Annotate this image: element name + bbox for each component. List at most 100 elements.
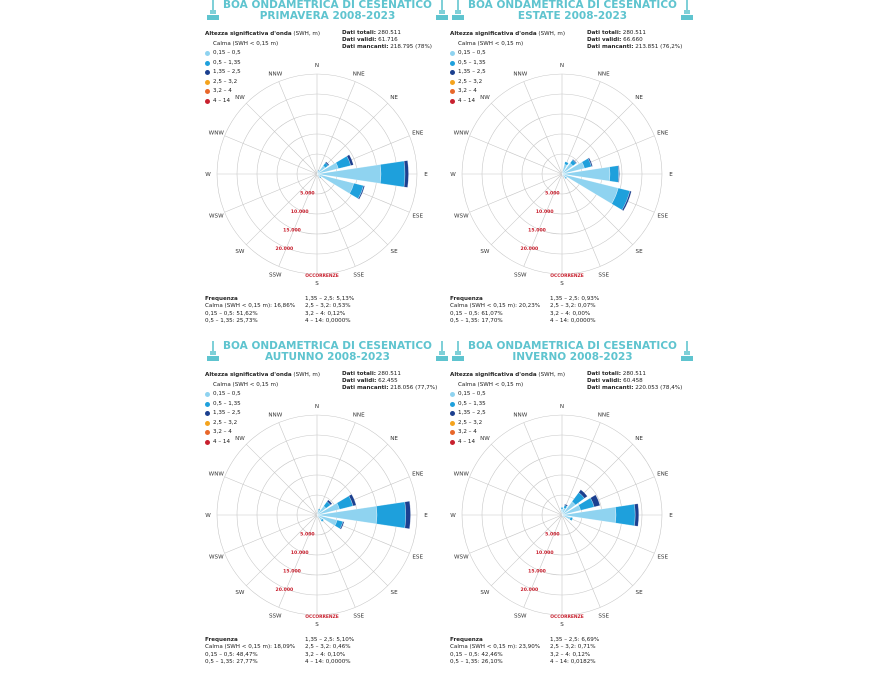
legend: Altezza significativa d'onda (SWH, m) Cal… xyxy=(450,30,565,106)
panel-spring: BOA ONDAMETRICA DI CESENATICO PRIMAVERA 2… xyxy=(205,0,450,341)
direction-label: ENE xyxy=(657,130,669,136)
legend-swatch xyxy=(450,51,455,57)
direction-label: NNE xyxy=(598,71,610,77)
legend-title-unit: (SWH, m) xyxy=(291,372,321,378)
legend-swatch xyxy=(205,60,210,66)
panel-autumn: BOA ONDAMETRICA DI CESENATICO AUTUNNO 200… xyxy=(205,341,450,682)
grid-spoke xyxy=(491,514,563,586)
frequency-title: Frequenza xyxy=(205,637,295,644)
stat-value: 60.458 xyxy=(621,378,643,384)
occurrences-label: OCCORRENZE xyxy=(550,273,584,279)
legend-item: 2,5 – 3,2 xyxy=(205,78,320,88)
rose-petal-e xyxy=(403,160,409,188)
frequency-item: 2,5 – 3,2: 0,53% xyxy=(305,303,354,310)
legend-swatch xyxy=(450,401,455,407)
legend-swatch xyxy=(205,401,210,407)
frequency-item: Calma (SWH < 0,15 m): 23,90% xyxy=(450,644,540,651)
rose-petal-e xyxy=(634,503,639,527)
direction-label: SW xyxy=(480,249,490,255)
grid-spoke xyxy=(561,422,601,516)
legend-item-label: 4 – 14 xyxy=(458,438,476,445)
rose-petal-e xyxy=(404,500,411,530)
chart-title-line: BOA ONDAMETRICA DI CESENATICO xyxy=(223,0,432,11)
frequency-title: Frequenza xyxy=(450,637,540,644)
chart-subtitle: INVERNO 2008-2023 xyxy=(512,351,633,363)
stat-value: 218.795 (78%) xyxy=(388,44,432,50)
legend-swatch xyxy=(450,60,455,66)
frequency-left: Frequenza Calma (SWH < 0,15 m): 20,23% 0,1… xyxy=(450,296,540,326)
legend-swatch xyxy=(450,392,455,398)
grid-spoke xyxy=(523,514,563,608)
direction-label: SW xyxy=(235,590,245,596)
direction-label: ENE xyxy=(412,471,424,477)
legend-calm: Calma (SWH < 0,15 m) xyxy=(205,40,320,50)
stat-validi: Dati validi: 61.716 xyxy=(342,37,432,44)
direction-label: NNW xyxy=(513,71,527,77)
wind-rose-chart: N NNE NE ENE E ESE SE SSE S SSW SW WSW W WNW NW NNW 5.00… xyxy=(450,404,673,628)
legend-item: 2,5 – 3,2 xyxy=(450,78,565,88)
ring-label: 15.000 xyxy=(283,568,301,574)
legend-swatch xyxy=(205,420,210,426)
stat-label: Dati validi: xyxy=(587,37,622,43)
legend-title: Altezza significativa d'onda (SWH, m) xyxy=(205,30,320,40)
ring-label: 10.000 xyxy=(291,550,309,556)
legend-swatch xyxy=(450,98,455,104)
frequency-value: 1,35 – 2,5: 5,10% xyxy=(305,637,355,643)
stat-label: Dati totali: xyxy=(587,30,621,36)
frequency-item: 2,5 – 3,2: 0,71% xyxy=(550,644,599,651)
legend-title-unit: (SWH, m) xyxy=(536,31,566,37)
frequency-value: 0,15 – 0,5: 51,62% xyxy=(205,310,258,317)
chart-title-line: BOA ONDAMETRICA DI CESENATICO xyxy=(468,0,677,11)
frequency-item: 1,35 – 2,5: 5,10% xyxy=(305,637,354,644)
legend-item: 0,5 – 1,35 xyxy=(450,59,565,69)
rose-petal-ne xyxy=(572,158,578,164)
grid-spoke xyxy=(246,444,318,516)
stat-totali: Dati totali: 280.511 xyxy=(342,30,432,37)
panel-winter: BOA ONDAMETRICA DI CESENATICO INVERNO 200… xyxy=(450,341,695,682)
ring-label: 20.000 xyxy=(521,246,539,252)
frequency-item: 4 – 14: 0,0000% xyxy=(550,318,599,325)
legend-swatch xyxy=(450,439,455,445)
frequency-value: 2,5 – 3,2: 0,71% xyxy=(550,644,596,651)
frequency-item: 4 – 14: 0,0000% xyxy=(305,659,354,666)
legend-item: 4 – 14 xyxy=(450,97,565,107)
buoy-tower-icon xyxy=(207,341,219,361)
grid-spoke xyxy=(491,173,563,245)
legend-item-label: 3,2 – 4 xyxy=(458,88,477,94)
legend-item: 1,35 – 2,5 xyxy=(205,409,320,419)
direction-label: NW xyxy=(480,436,490,442)
buoy-tower-icon xyxy=(436,0,448,20)
frequency-title-text: Frequenza xyxy=(450,296,483,302)
frequency-value: Calma (SWH < 0,15 m): 23,90% xyxy=(450,644,541,651)
frequency-item: 4 – 14: 0,0182% xyxy=(550,659,599,666)
grid-spoke xyxy=(224,476,318,516)
legend-item: 0,5 – 1,35 xyxy=(205,400,320,410)
stat-validi: Dati validi: 66.660 xyxy=(587,37,682,44)
buoy-tower-icon xyxy=(681,341,693,361)
stat-mancanti: Dati mancanti: 218.056 (77,7%) xyxy=(342,385,437,392)
grid-spoke xyxy=(316,81,356,175)
grid-spoke xyxy=(316,514,356,608)
legend-item: 0,5 – 1,35 xyxy=(450,400,565,410)
grid-spoke xyxy=(469,135,563,175)
legend-item-label: 4 – 14 xyxy=(213,438,231,445)
frequency-item: 0,5 – 1,35: 26,10% xyxy=(450,659,540,666)
legend-item: 3,2 – 4 xyxy=(205,87,320,97)
chart-title: BOA ONDAMETRICA DI CESENATICO PRIMAVERA 2… xyxy=(205,0,450,22)
legend-item: 4 – 14 xyxy=(450,438,565,448)
frequency-value: 0,15 – 0,5: 48,47% xyxy=(205,651,258,658)
stat-value: 280.511 xyxy=(621,371,646,377)
stat-value: 280.511 xyxy=(621,30,646,36)
direction-label: S xyxy=(315,281,319,287)
frequency-value: Calma (SWH < 0,15 m): 16,86% xyxy=(205,303,296,310)
stat-totali: Dati totali: 280.511 xyxy=(587,30,682,37)
rose-petal-ne xyxy=(325,161,330,166)
direction-label: N xyxy=(315,404,319,410)
direction-label: S xyxy=(560,622,564,628)
rose-petal-ese xyxy=(569,516,574,521)
legend-swatch xyxy=(205,439,210,445)
grid-spoke xyxy=(491,103,563,175)
direction-label: N xyxy=(560,404,564,410)
frequency-value: 2,5 – 3,2: 0,46% xyxy=(305,644,351,651)
stat-value: 280.511 xyxy=(376,371,401,377)
